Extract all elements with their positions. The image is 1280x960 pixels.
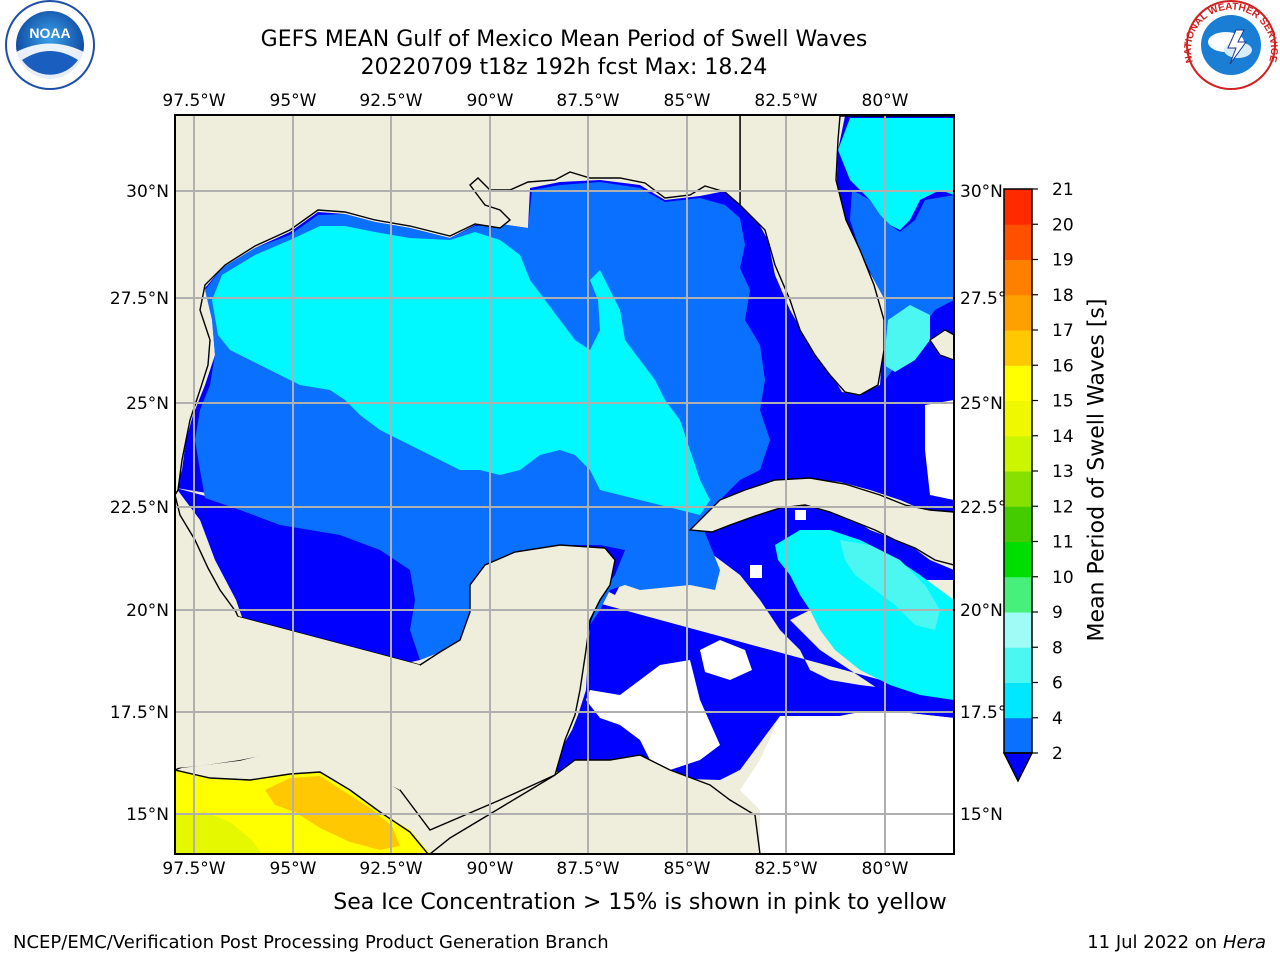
lat-label: 20°N	[960, 601, 1003, 621]
lat-label: 30°N	[960, 182, 1003, 202]
lat-label: 30°N	[126, 182, 169, 202]
lat-label: 25°N	[126, 394, 169, 414]
caribbean-no-data	[586, 660, 954, 854]
colorbar-tick-label: 17	[1052, 321, 1074, 341]
lon-label: 92.5°W	[359, 91, 422, 111]
colorbar-extend-arrow	[1002, 752, 1034, 783]
colorbar-tick-label: 14	[1052, 427, 1074, 447]
colorbar-block	[1004, 647, 1032, 683]
colorbar-block	[1004, 224, 1032, 260]
lat-labels-left: 30°N 27.5°N 25°N 22.5°N 20°N 17.5°N 15°N	[110, 182, 169, 825]
lon-labels-bottom: 97.5°W 95°W 92.5°W 90°W 87.5°W 85°W 82.5…	[162, 859, 908, 879]
colorbar-block	[1004, 576, 1032, 613]
colorbar-block	[1004, 506, 1032, 542]
noaa-logo-text: NOAA	[29, 25, 70, 41]
lat-labels-right: 30°N 27.5°N 25°N 22.5°N 20°N 17.5°N 15°N	[960, 182, 1019, 825]
colorbar-block	[1004, 365, 1032, 401]
atlantic-water-medium	[850, 190, 954, 380]
cuba-land	[688, 477, 954, 566]
colorbar	[1002, 188, 1034, 783]
lon-label: 80°W	[862, 859, 909, 879]
lon-label: 90°W	[467, 859, 514, 879]
lon-label: 87.5°W	[556, 859, 619, 879]
bahamas-islands	[929, 329, 954, 361]
caribbean-no-data-2	[700, 400, 954, 680]
lat-label: 17.5°N	[110, 703, 169, 723]
lat-label: 25°N	[960, 394, 1003, 414]
lon-label: 90°W	[467, 91, 514, 111]
lon-label: 87.5°W	[556, 91, 619, 111]
atlantic-water-cyan-2	[884, 305, 930, 372]
colorbar-tick-label: 6	[1052, 674, 1063, 694]
caribbean-water-light	[840, 540, 940, 630]
chart-title: GEFS MEAN Gulf of Mexico Mean Period of …	[260, 27, 868, 52]
noaa-logo: NOAA	[5, 0, 95, 90]
footer-credit: NCEP/EMC/Verification Post Processing Pr…	[13, 932, 609, 953]
lon-label: 82.5°W	[754, 859, 817, 879]
lon-label: 82.5°W	[754, 91, 817, 111]
map-frame	[174, 114, 955, 855]
colorbar-tick-label: 12	[1052, 497, 1074, 517]
lon-label: 80°W	[862, 91, 909, 111]
lon-label: 95°W	[270, 91, 317, 111]
chart-subtitle: 20220709 t18z 192h fcst Max: 18.24	[360, 55, 768, 80]
colorbar-tick-label: 19	[1052, 251, 1074, 271]
colorbar-block	[1004, 612, 1032, 648]
lon-label: 85°W	[664, 859, 711, 879]
lon-label: 92.5°W	[359, 859, 422, 879]
colorbar-block	[1004, 471, 1032, 507]
colorbar-tick-label: 20	[1052, 215, 1074, 235]
colorbar-tick-label: 10	[1052, 568, 1074, 588]
central-america-land	[428, 754, 761, 854]
colorbar-tick-label: 8	[1052, 638, 1063, 658]
lat-label: 22.5°N	[110, 498, 169, 518]
lat-label: 27.5°N	[110, 289, 169, 309]
colorbar-tick-label: 9	[1052, 603, 1063, 623]
lat-label: 20°N	[126, 601, 169, 621]
colorbar-tick-label: 16	[1052, 356, 1074, 376]
lon-label: 85°W	[664, 91, 711, 111]
colorbar-block	[1004, 717, 1032, 754]
colorbar-block	[1004, 259, 1032, 296]
colorbar-block	[1004, 294, 1032, 331]
colorbar-block	[1004, 541, 1032, 578]
colorbar-ticks: 2 4 6 8 9 10 11 12 13 14 15 16 17 18 19 20 21	[1032, 180, 1074, 764]
footer-date: 11 Jul 2022 on Hera	[1087, 932, 1266, 953]
graticule	[175, 115, 954, 854]
colorbar-tick-label: 2	[1052, 744, 1063, 764]
pacific-water-green-top	[175, 812, 262, 854]
colorbar-tick-label: 21	[1052, 180, 1074, 200]
colorbar-block	[1004, 435, 1032, 472]
colorbar-block	[1004, 330, 1032, 366]
caption: Sea Ice Concentration > 15% is shown in …	[333, 890, 947, 915]
colorbar-block	[1004, 400, 1032, 437]
colorbar-block	[1004, 682, 1032, 719]
map-area	[175, 115, 954, 854]
mexico-pacific-land	[175, 600, 420, 790]
lon-label: 97.5°W	[162, 859, 225, 879]
colorbar-tick-label: 13	[1052, 462, 1074, 482]
colorbar-tick-label: 4	[1052, 709, 1063, 729]
colorbar-tick-label: 18	[1052, 286, 1074, 306]
footer-system: Hera	[1222, 932, 1266, 953]
colorbar-tick-label: 11	[1052, 533, 1074, 553]
nws-logo: NATIONAL WEATHER SERVICE	[1183, 0, 1279, 90]
lat-label: 15°N	[960, 805, 1003, 825]
lon-label: 97.5°W	[162, 91, 225, 111]
lat-label: 15°N	[126, 805, 169, 825]
colorbar-tick-label: 15	[1052, 392, 1074, 412]
lon-labels-top: 97.5°W 95°W 92.5°W 90°W 87.5°W 85°W 82.5…	[162, 91, 908, 111]
atlantic-water-cyan	[838, 118, 954, 230]
footer-date-text: 11 Jul 2022 on	[1087, 932, 1223, 953]
colorbar-label: Mean Period of Swell Waves [s]	[1084, 298, 1110, 642]
colorbar-block	[1004, 189, 1032, 225]
lon-label: 95°W	[270, 859, 317, 879]
